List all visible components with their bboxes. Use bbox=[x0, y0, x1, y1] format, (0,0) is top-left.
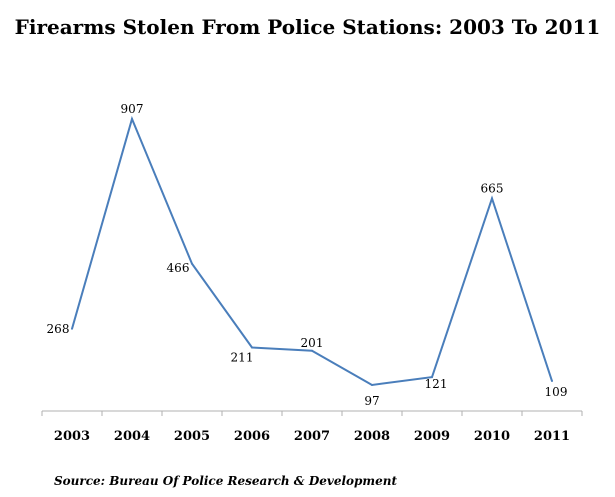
data-point bbox=[551, 380, 553, 383]
x-tick-label: 2007 bbox=[294, 429, 330, 444]
data-label: 121 bbox=[425, 377, 448, 391]
x-tick-label: 2010 bbox=[474, 429, 510, 444]
x-tick-label: 2009 bbox=[414, 429, 450, 444]
data-point bbox=[371, 383, 373, 386]
data-point bbox=[311, 349, 313, 352]
x-tick-marks bbox=[41, 411, 583, 416]
data-label: 109 bbox=[545, 385, 568, 399]
data-point bbox=[71, 327, 73, 330]
data-label: 211 bbox=[231, 351, 254, 365]
data-labels: 268 907 466 211 201 97 121 665 109 bbox=[47, 102, 568, 408]
chart-title: Firearms Stolen From Police Stations: 20… bbox=[14, 15, 601, 39]
data-label: 97 bbox=[364, 394, 379, 408]
x-tick-label: 2003 bbox=[54, 429, 90, 444]
x-tick-label: 2008 bbox=[354, 429, 390, 444]
x-tick-label: 2005 bbox=[174, 429, 210, 444]
data-point bbox=[431, 376, 433, 379]
data-label: 907 bbox=[121, 102, 144, 116]
data-point bbox=[131, 117, 133, 120]
data-label: 665 bbox=[481, 181, 504, 195]
data-point bbox=[191, 262, 193, 265]
data-point bbox=[491, 197, 493, 200]
data-point bbox=[251, 346, 253, 349]
x-tick-labels: 2003 2004 2005 2006 2007 2008 2009 2010 2011 bbox=[54, 429, 570, 444]
data-label: 201 bbox=[301, 336, 324, 350]
source-note: Source: Bureau Of Police Research & Deve… bbox=[54, 474, 398, 488]
data-label: 466 bbox=[167, 261, 190, 275]
x-tick-label: 2006 bbox=[234, 429, 270, 444]
data-label: 268 bbox=[47, 322, 70, 336]
x-tick-label: 2004 bbox=[114, 429, 150, 444]
x-tick-label: 2011 bbox=[534, 429, 570, 444]
